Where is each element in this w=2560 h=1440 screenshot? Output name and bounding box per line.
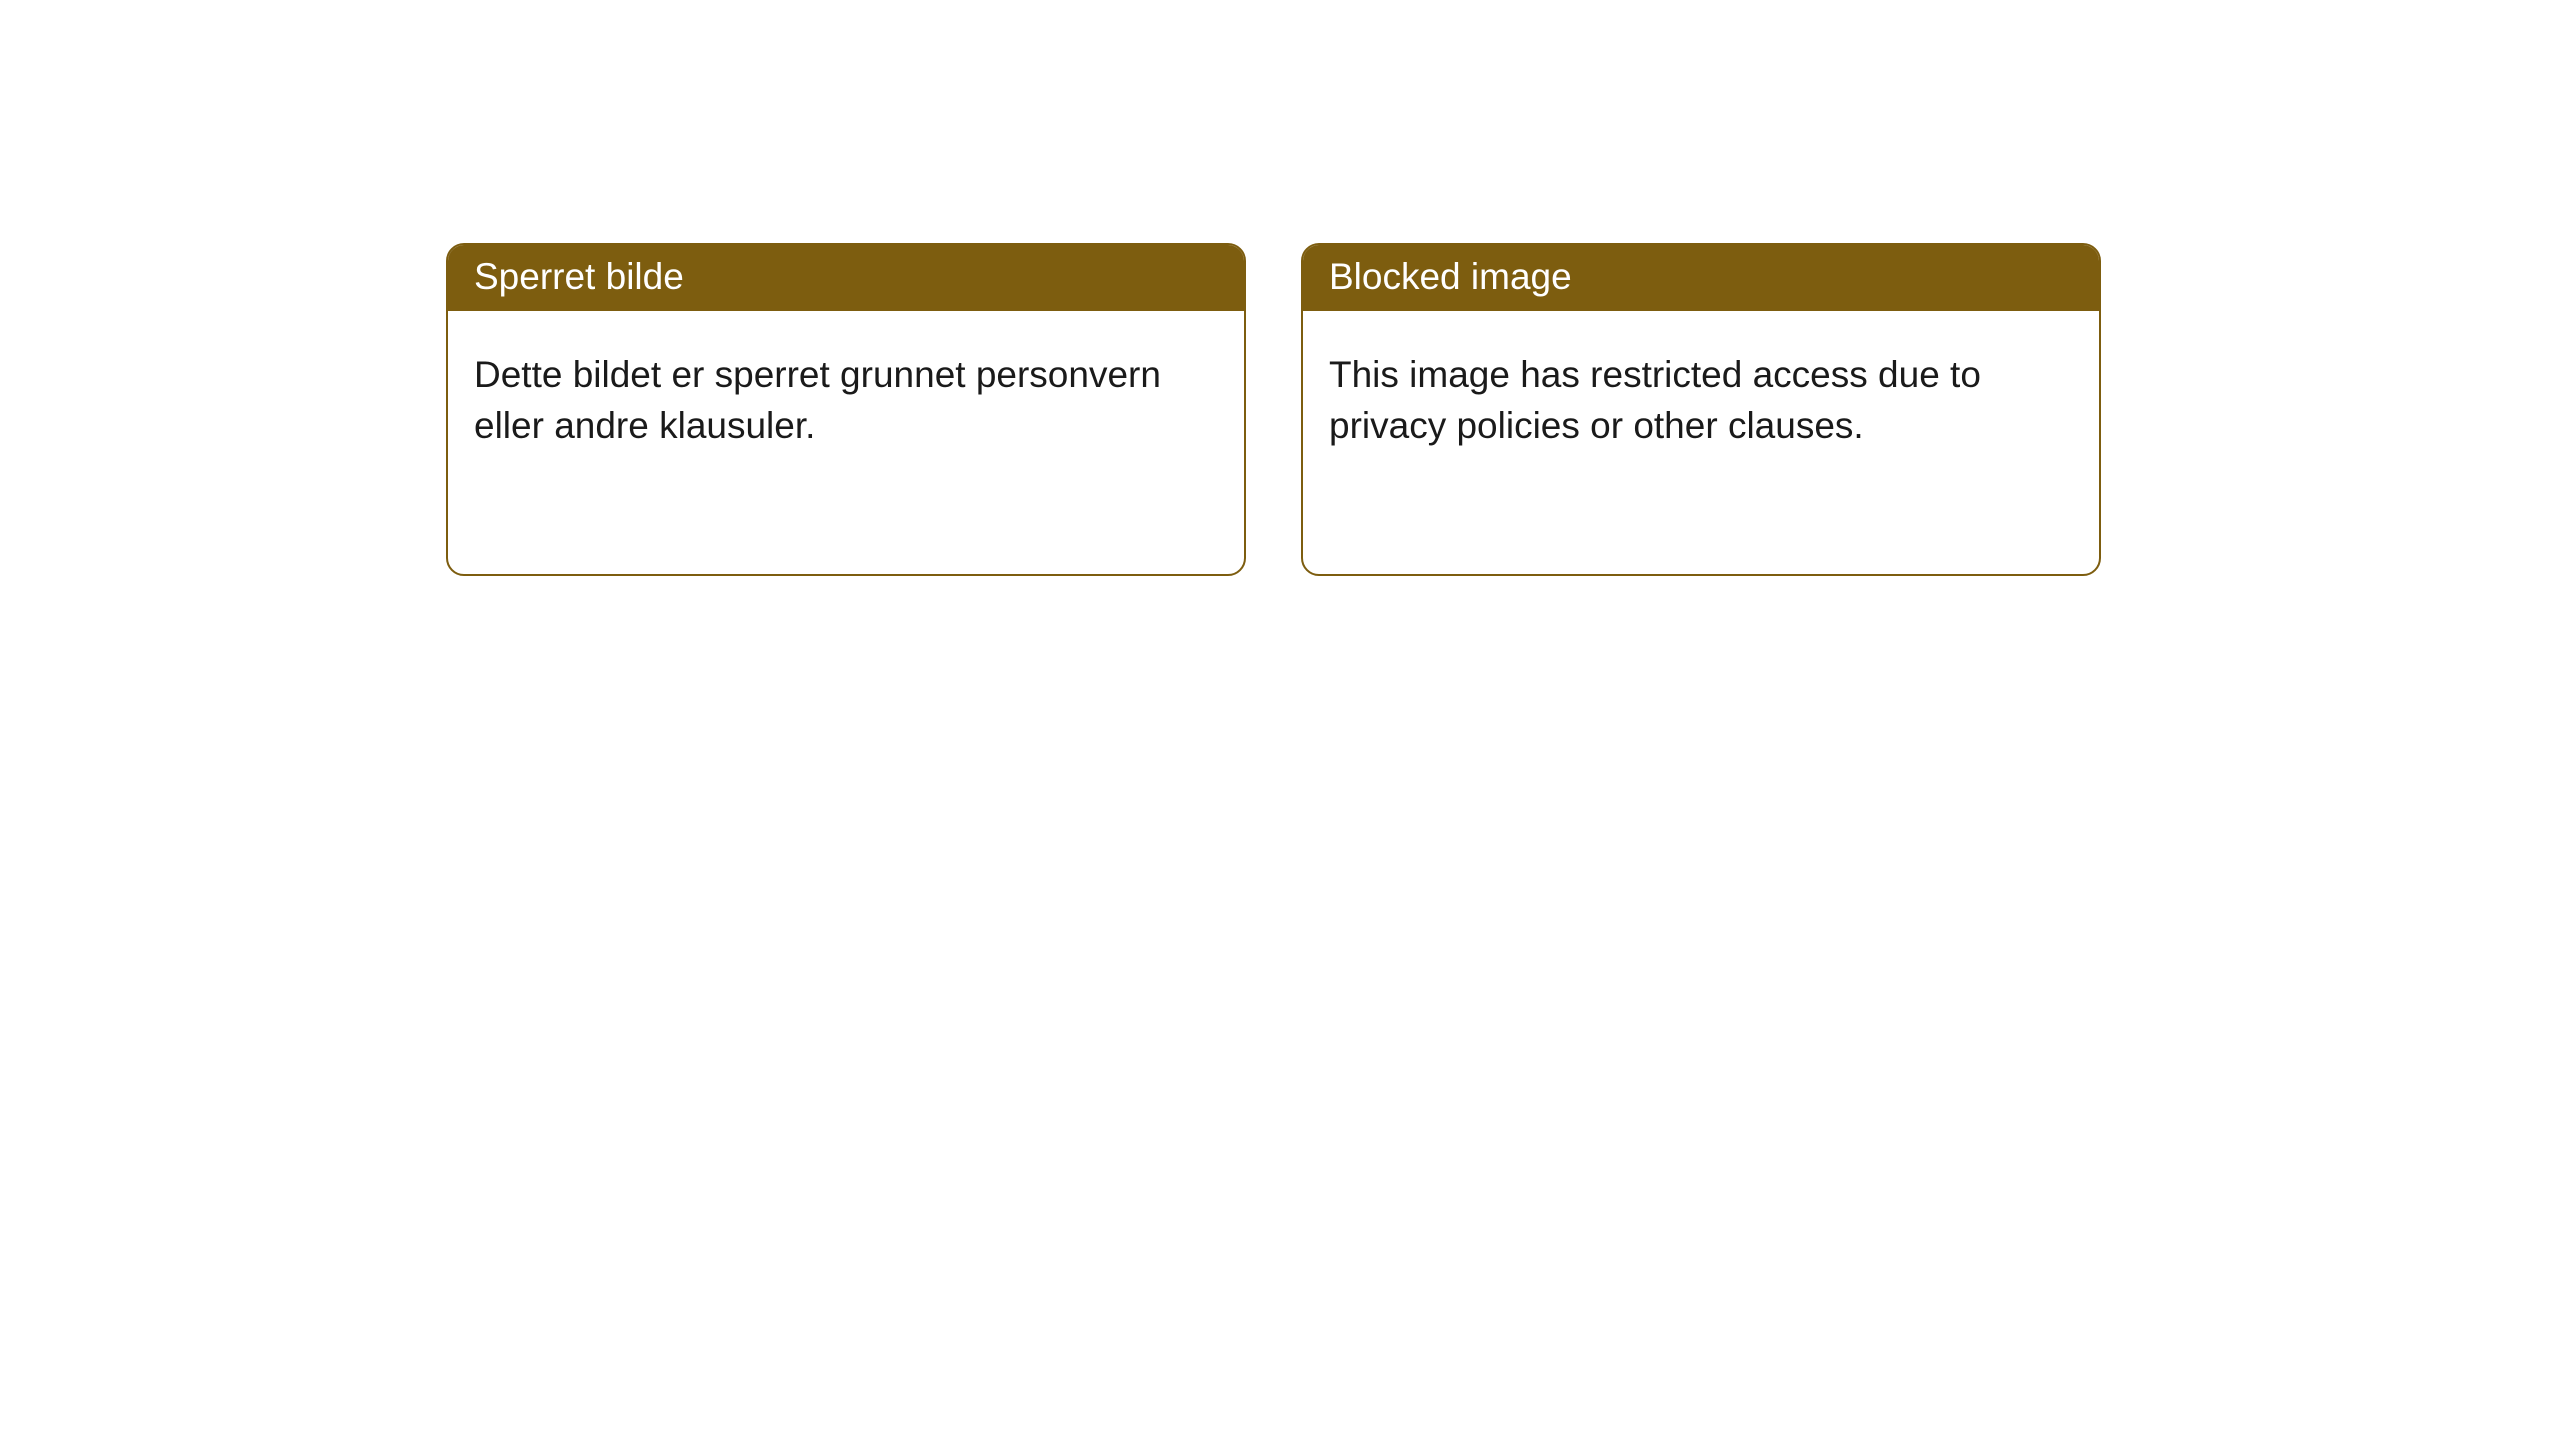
cards-container: Sperret bilde Dette bildet er sperret gr… xyxy=(0,0,2560,576)
card-header-norwegian: Sperret bilde xyxy=(448,245,1244,311)
card-body-norwegian: Dette bildet er sperret grunnet personve… xyxy=(448,311,1244,477)
blocked-image-card-norwegian: Sperret bilde Dette bildet er sperret gr… xyxy=(446,243,1246,576)
card-body-english: This image has restricted access due to … xyxy=(1303,311,2099,477)
card-header-english: Blocked image xyxy=(1303,245,2099,311)
blocked-image-card-english: Blocked image This image has restricted … xyxy=(1301,243,2101,576)
